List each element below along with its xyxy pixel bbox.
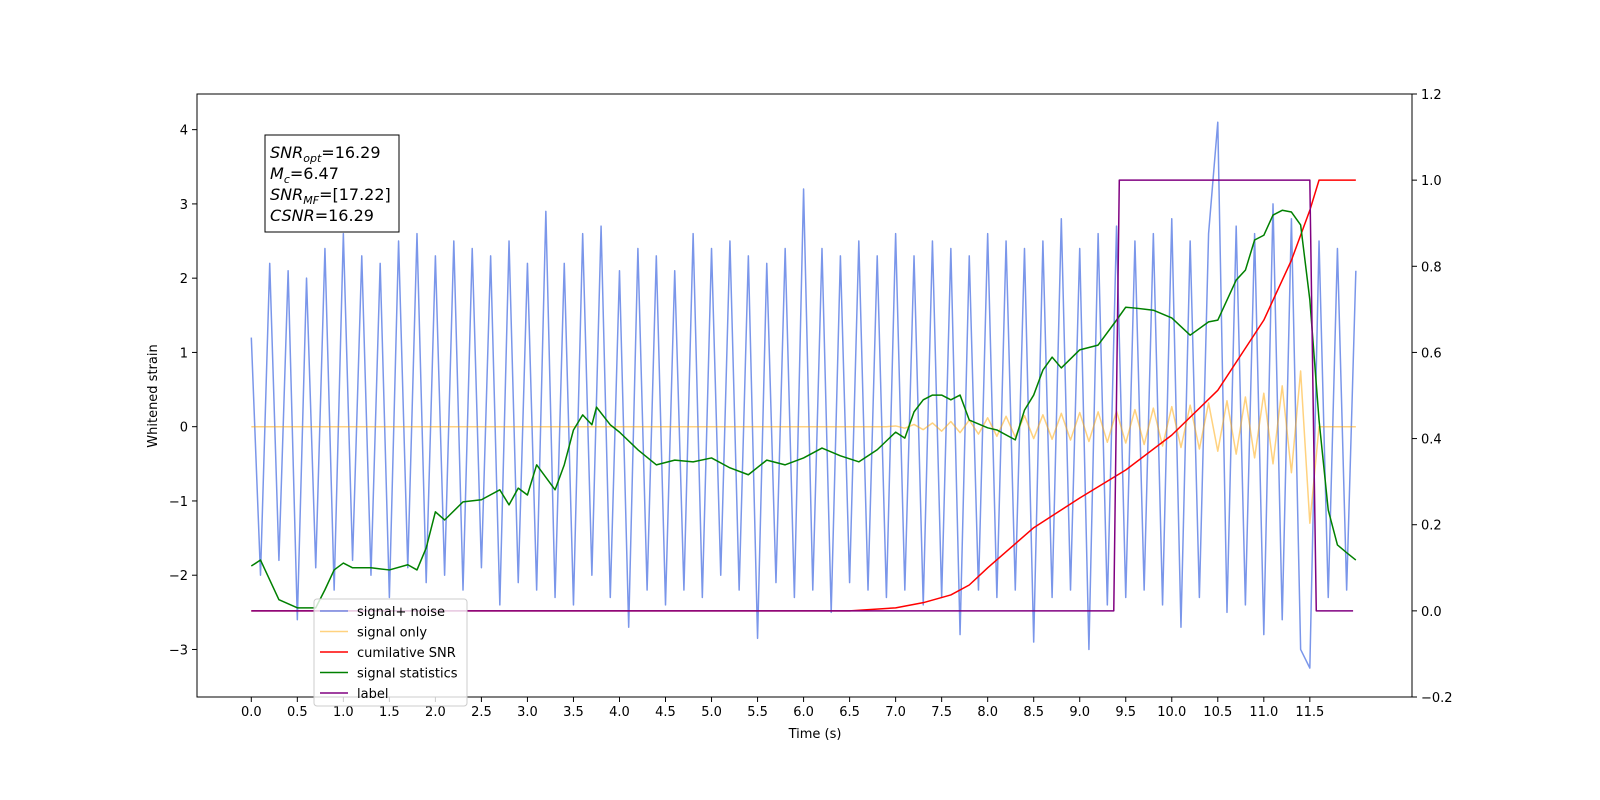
legend-label: label — [357, 687, 388, 702]
axes-frame — [196, 93, 1413, 698]
x-tick-label: 5.5 — [747, 705, 768, 720]
x-tick-label: 3.0 — [517, 705, 538, 720]
x-tick-label: 2.0 — [425, 705, 446, 720]
x-tick-label: 4.0 — [609, 705, 630, 720]
y2-tick-label: −0.2 — [1421, 691, 1453, 706]
annotation-box — [264, 134, 400, 233]
x-tick-label: 0.0 — [241, 705, 262, 720]
annotation-subscript: opt — [303, 152, 322, 165]
legend-label: signal only — [357, 626, 427, 641]
annotation-symbol: SNR — [270, 185, 303, 204]
x-tick-label: 7.0 — [885, 705, 906, 720]
y-tick-label: 3 — [180, 198, 188, 213]
x-tick-label: 8.0 — [977, 705, 998, 720]
legend-label: cumilative SNR — [357, 646, 456, 661]
annotation-symbol: M — [270, 164, 284, 183]
x-tick-label: 10.5 — [1203, 705, 1232, 720]
annotation: Mc=6.47 — [270, 164, 339, 186]
legend: signal+ noise signal only cumilative SNR si… — [313, 598, 468, 707]
plot-area — [250, 121, 1357, 669]
legend-label: signal+ noise — [357, 605, 445, 620]
x-tick-label: 8.5 — [1023, 705, 1044, 720]
axes: 0.0 0.5 1.0 1.5 2.0 2.5 3.0 3.5 4.0 4.5 5.0 5.5 6.0 6… — [169, 88, 1453, 720]
annotation-value: =16.29 — [321, 143, 380, 162]
series-line — [251, 179, 1354, 612]
series-line — [251, 370, 1356, 524]
x-tick-label: 0.5 — [287, 705, 308, 720]
y2-tick-label: 1.2 — [1421, 88, 1442, 103]
x-tick-label: 2.5 — [471, 705, 492, 720]
legend-box — [313, 598, 468, 707]
x-tick-label: 5.0 — [701, 705, 722, 720]
y2-tick-label: 0.8 — [1421, 260, 1442, 275]
x-tick-label: 7.5 — [931, 705, 952, 720]
x-tick-label: 9.0 — [1069, 705, 1090, 720]
series-line — [251, 179, 1356, 612]
x-tick-label: 3.5 — [563, 705, 584, 720]
x-tick-label: 1.0 — [333, 705, 354, 720]
y-tick-label: 2 — [180, 272, 188, 287]
annotation-symbol: SNR — [270, 143, 303, 162]
series-line — [250, 209, 1357, 609]
y2-tick-label: 0.2 — [1421, 519, 1442, 534]
annotation-symbol: CSNR — [270, 206, 315, 225]
annotation: CSNR=16.29 — [270, 206, 374, 225]
series-line — [250, 121, 1357, 669]
y-tick-label: −2 — [169, 569, 188, 584]
annotation-value: =16.29 — [315, 206, 374, 225]
annotation-subscript: c — [284, 173, 290, 186]
x-tick-label: 10.0 — [1157, 705, 1186, 720]
x-axis-label: Time (s) — [788, 727, 842, 742]
x-tick-label: 4.5 — [655, 705, 676, 720]
y-tick-label: 4 — [180, 124, 188, 139]
y2-tick-label: 0.0 — [1421, 605, 1442, 620]
y-tick-label: 1 — [180, 346, 188, 361]
annotation: SNRopt=16.29 — [270, 143, 381, 165]
y-axis-label: Whitened strain — [146, 344, 161, 447]
x-tick-label: 1.5 — [379, 705, 400, 720]
y2-tick-label: 0.6 — [1421, 346, 1442, 361]
x-tick-label: 6.0 — [793, 705, 814, 720]
y-tick-label: −1 — [169, 495, 188, 510]
x-tick-label: 11.0 — [1249, 705, 1278, 720]
x-tick-label: 6.5 — [839, 705, 860, 720]
legend-label: signal statistics — [357, 667, 458, 682]
y2-tick-label: 1.0 — [1421, 174, 1442, 189]
y-tick-label: 0 — [180, 421, 188, 436]
x-tick-label: 11.5 — [1295, 705, 1324, 720]
annotation-value: =6.47 — [290, 164, 339, 183]
y-tick-label: −3 — [169, 643, 188, 658]
annotation-value: =[17.22] — [319, 185, 391, 204]
x-tick-label: 9.5 — [1115, 705, 1136, 720]
annotation: SNRMF=[17.22] — [270, 185, 391, 207]
y2-tick-label: 0.4 — [1421, 433, 1442, 448]
annotations: SNRopt=16.29Mc=6.47SNRMF=[17.22]CSNR=16.… — [270, 143, 391, 225]
annotation-subscript: MF — [303, 194, 319, 207]
